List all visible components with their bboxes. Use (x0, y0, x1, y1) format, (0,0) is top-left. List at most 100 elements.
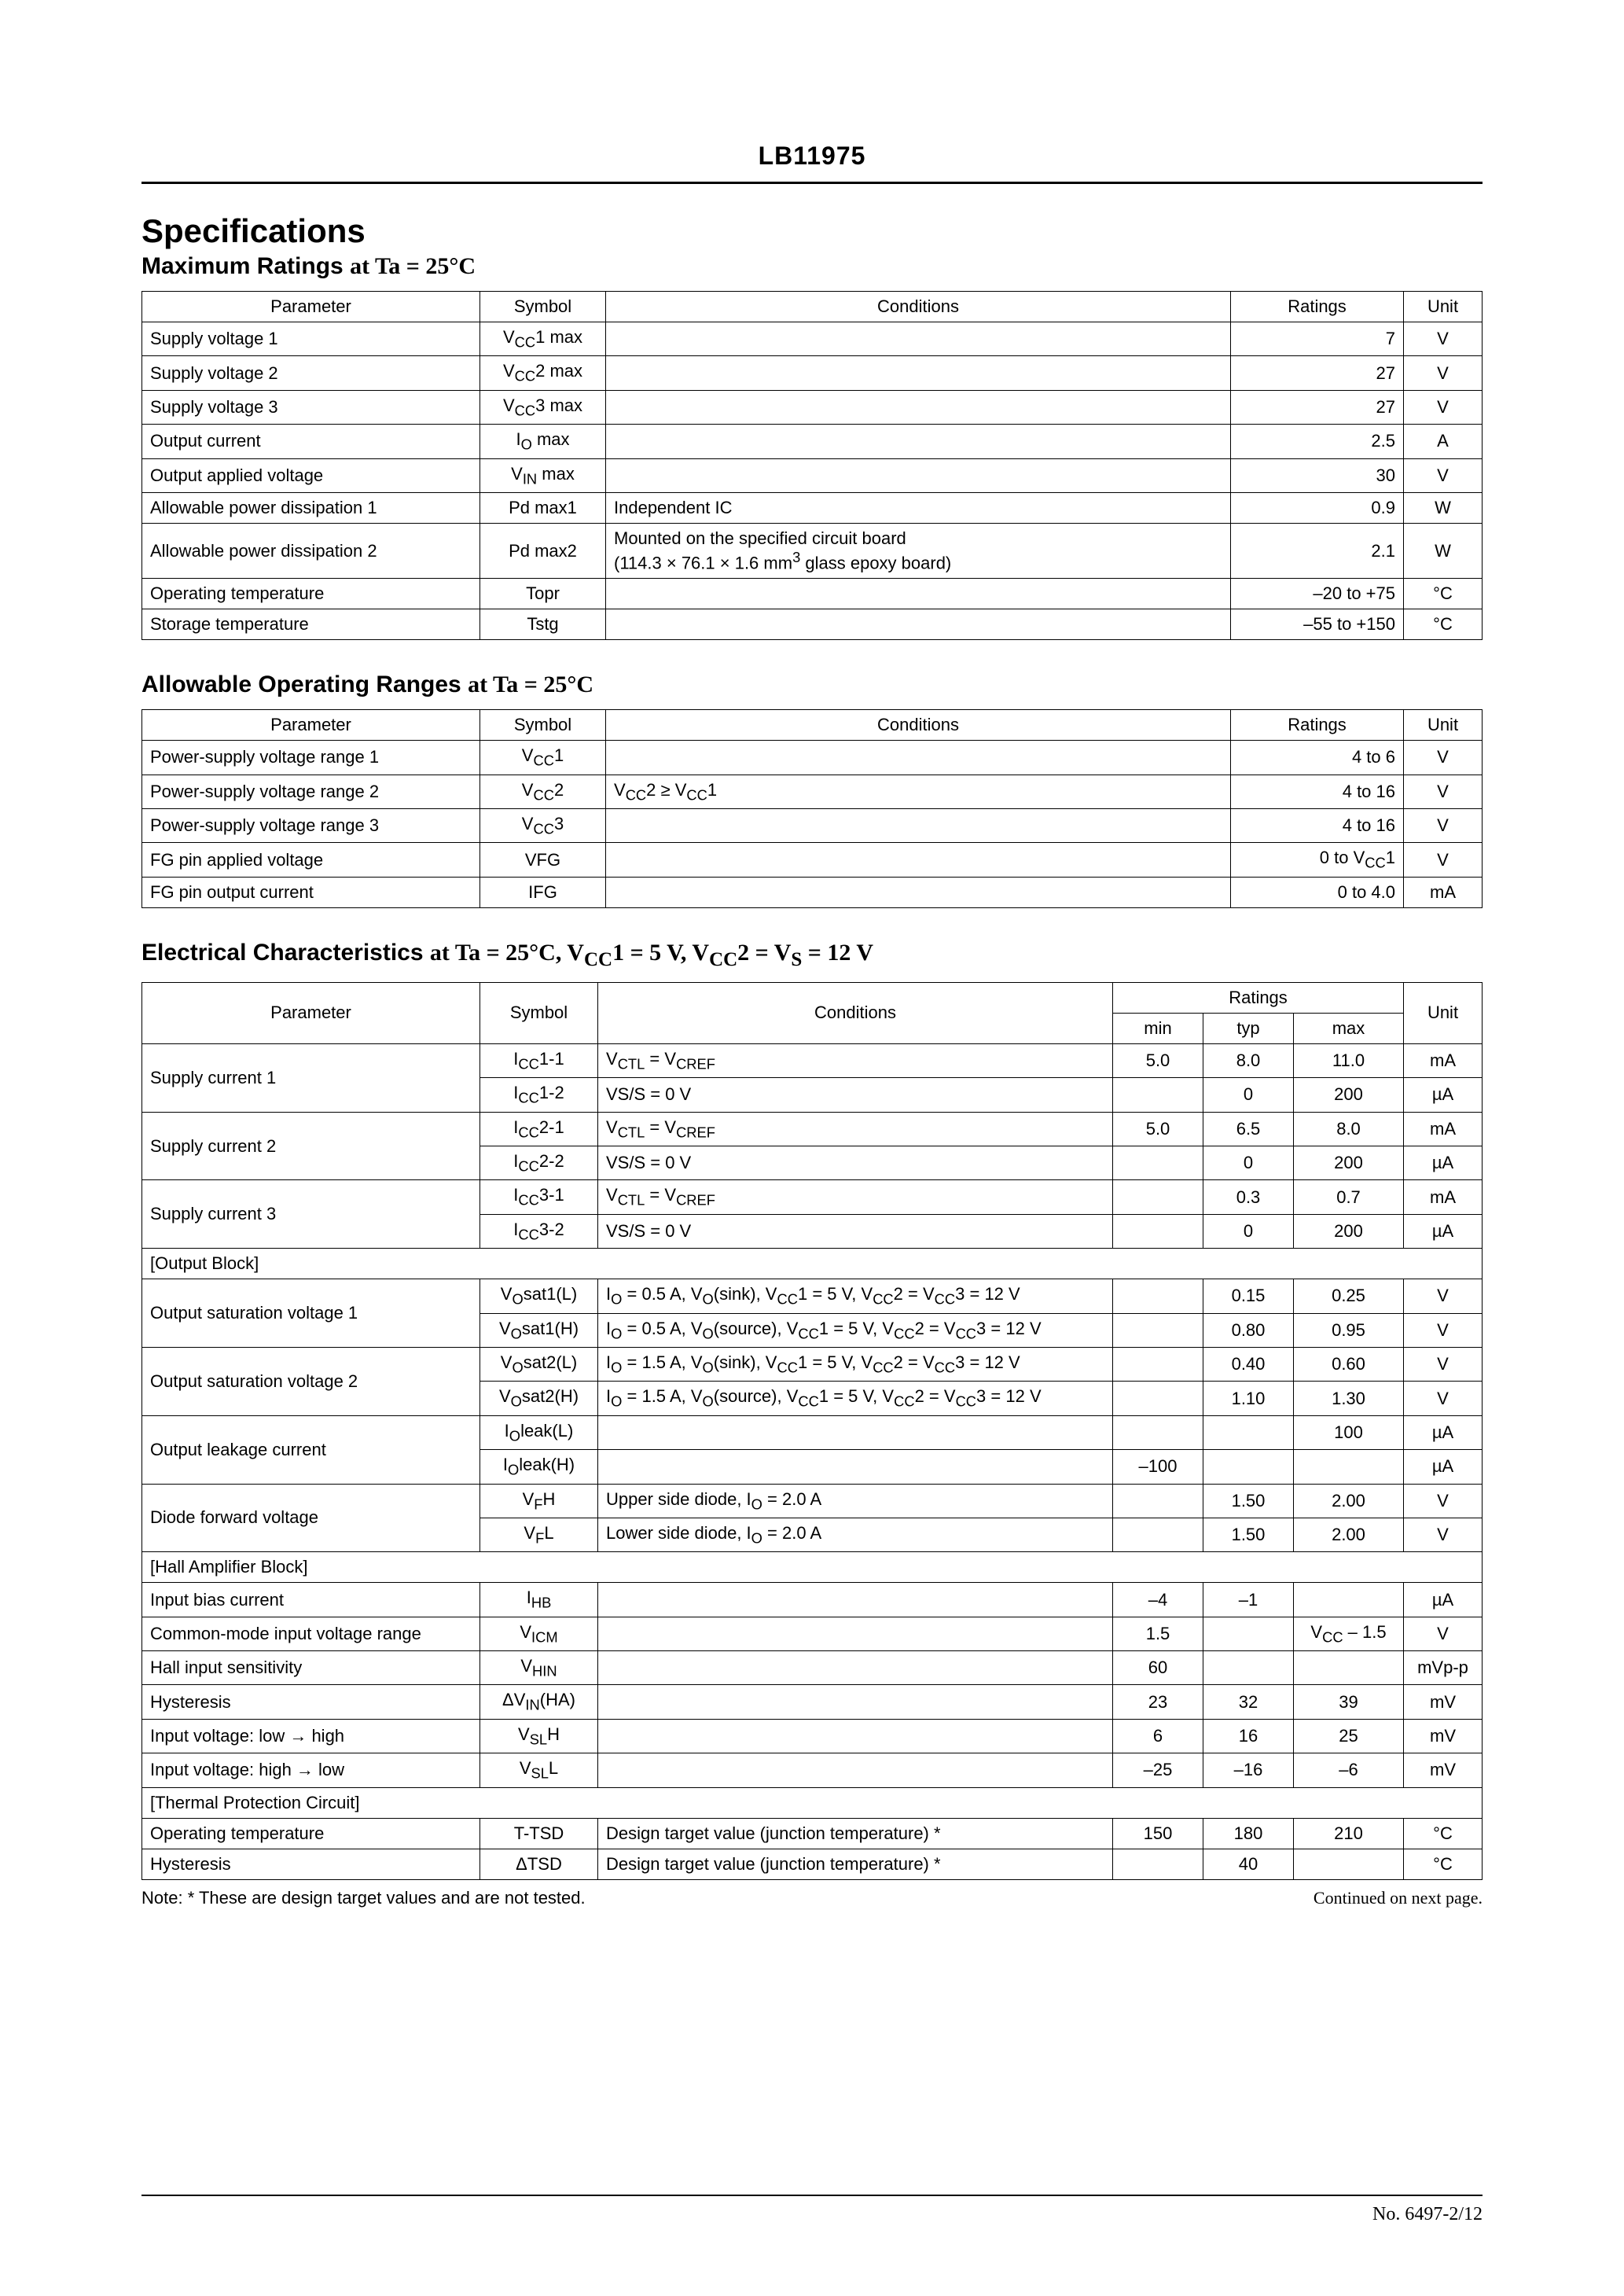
cell-symbol: ICC1-1 (480, 1043, 598, 1077)
cell-parameter: Input voltage: high → low (142, 1753, 480, 1787)
cell-typ (1203, 1415, 1294, 1449)
cell-conditions (598, 1617, 1113, 1650)
table-row: Output saturation voltage 2VOsat2(L)IO =… (142, 1347, 1483, 1381)
cell-min: 60 (1113, 1651, 1203, 1685)
op-ranges-table: Parameter Symbol Conditions Ratings Unit… (141, 709, 1483, 908)
cell-parameter: Power-supply voltage range 3 (142, 809, 480, 843)
cell-conditions (598, 1685, 1113, 1719)
cell-symbol: IOleak(H) (480, 1450, 598, 1484)
cell-symbol: VOsat1(H) (480, 1313, 598, 1347)
cell-unit: V (1404, 1313, 1483, 1347)
cell-unit: µA (1404, 1078, 1483, 1112)
heading-cond: at Ta = 25°C, VCC1 = 5 V, VCC2 = VS = 12… (430, 940, 873, 966)
cell-unit: °C (1404, 1818, 1483, 1849)
table-row: Output saturation voltage 1VOsat1(L)IO =… (142, 1279, 1483, 1313)
cell-conditions (606, 425, 1231, 458)
cell-symbol: IHB (480, 1583, 598, 1617)
cell-unit: µA (1404, 1214, 1483, 1248)
cell-typ: 0.40 (1203, 1347, 1294, 1381)
cell-unit: V (1404, 775, 1483, 808)
cell-min (1113, 1518, 1203, 1551)
cell-ratings: 0 to VCC1 (1231, 843, 1404, 877)
cell-symbol: VCC2 (480, 775, 606, 808)
cell-min (1113, 1415, 1203, 1449)
subhead-label: [Thermal Protection Circuit] (142, 1787, 1483, 1818)
cell-ratings: 0 to 4.0 (1231, 877, 1404, 907)
cell-conditions: Design target value (junction temperatur… (598, 1818, 1113, 1849)
cell-conditions: IO = 1.5 A, VO(source), VCC1 = 5 V, VCC2… (598, 1382, 1113, 1415)
cell-unit: µA (1404, 1583, 1483, 1617)
cell-min (1113, 1313, 1203, 1347)
cell-max: 200 (1294, 1146, 1404, 1180)
col-conditions: Conditions (606, 710, 1231, 741)
cell-unit: mA (1404, 877, 1483, 907)
cell-typ: –16 (1203, 1753, 1294, 1787)
cell-parameter: Output current (142, 425, 480, 458)
cell-unit: W (1404, 523, 1483, 578)
cell-conditions: Design target value (junction temperatur… (598, 1849, 1113, 1879)
table-row: Storage temperatureTstg–55 to +150°C (142, 609, 1483, 640)
cell-symbol: VSLH (480, 1719, 598, 1753)
op-ranges-heading: Allowable Operating Ranges at Ta = 25°C (141, 672, 1483, 698)
cell-min: 23 (1113, 1685, 1203, 1719)
cell-typ: 6.5 (1203, 1112, 1294, 1146)
cell-conditions (606, 356, 1231, 390)
cell-conditions (606, 741, 1231, 775)
cell-parameter: Power-supply voltage range 1 (142, 741, 480, 775)
cell-min: –25 (1113, 1753, 1203, 1787)
table-row: Output currentIO max2.5A (142, 425, 1483, 458)
section-subhead: [Hall Amplifier Block] (142, 1552, 1483, 1583)
cell-conditions: VS/S = 0 V (598, 1078, 1113, 1112)
cell-min (1113, 1146, 1203, 1180)
col-ratings: Ratings (1231, 292, 1404, 322)
cell-min (1113, 1382, 1203, 1415)
table-row: HysteresisΔTSDDesign target value (junct… (142, 1849, 1483, 1879)
cell-ratings: 4 to 6 (1231, 741, 1404, 775)
cell-conditions (598, 1753, 1113, 1787)
table-row: Operating temperatureTopr–20 to +75°C (142, 579, 1483, 609)
cell-min: 1.5 (1113, 1617, 1203, 1650)
table-row: Input voltage: high → lowVSLL–25–16–6mV (142, 1753, 1483, 1787)
cell-conditions: VCTL = VCREF (598, 1043, 1113, 1077)
cell-max: –6 (1294, 1753, 1404, 1787)
cell-parameter: Supply voltage 3 (142, 390, 480, 424)
cell-max (1294, 1849, 1404, 1879)
cell-ratings: 4 to 16 (1231, 775, 1404, 808)
cell-min: 6 (1113, 1719, 1203, 1753)
cell-symbol: VOsat2(H) (480, 1382, 598, 1415)
cell-max: 39 (1294, 1685, 1404, 1719)
cell-conditions: Lower side diode, IO = 2.0 A (598, 1518, 1113, 1551)
cell-conditions (606, 458, 1231, 492)
col-unit: Unit (1404, 710, 1483, 741)
cell-parameter: Supply voltage 2 (142, 356, 480, 390)
table-row: Power-supply voltage range 3VCC34 to 16V (142, 809, 1483, 843)
col-symbol: Symbol (480, 710, 606, 741)
cell-min: –4 (1113, 1583, 1203, 1617)
cell-ratings: 4 to 16 (1231, 809, 1404, 843)
section-subhead: [Thermal Protection Circuit] (142, 1787, 1483, 1818)
table-row: Allowable power dissipation 1Pd max1Inde… (142, 492, 1483, 523)
cell-min (1113, 1214, 1203, 1248)
cell-unit: V (1404, 1518, 1483, 1551)
elec-char-table: Parameter Symbol Conditions Ratings Unit… (141, 982, 1483, 1880)
cell-parameter: Operating temperature (142, 1818, 480, 1849)
page-title: LB11975 (141, 142, 1483, 184)
cell-min (1113, 1078, 1203, 1112)
cell-min: –100 (1113, 1450, 1203, 1484)
cell-symbol: VCC3 (480, 809, 606, 843)
cell-ratings: 30 (1231, 458, 1404, 492)
cell-typ: 0.3 (1203, 1180, 1294, 1214)
col-unit: Unit (1404, 292, 1483, 322)
heading-cond: at Ta = 25°C (350, 253, 476, 279)
cell-typ: 0 (1203, 1214, 1294, 1248)
table-row: FG pin applied voltageVFG0 to VCC1V (142, 843, 1483, 877)
continued-label: Continued on next page. (1314, 1888, 1483, 1908)
cell-unit: V (1404, 1484, 1483, 1518)
cell-unit: V (1404, 390, 1483, 424)
cell-symbol: ICC3-1 (480, 1180, 598, 1214)
cell-conditions (606, 579, 1231, 609)
cell-typ: 40 (1203, 1849, 1294, 1879)
cell-parameter: Supply current 3 (142, 1180, 480, 1249)
cell-conditions (606, 843, 1231, 877)
cell-max: 210 (1294, 1818, 1404, 1849)
